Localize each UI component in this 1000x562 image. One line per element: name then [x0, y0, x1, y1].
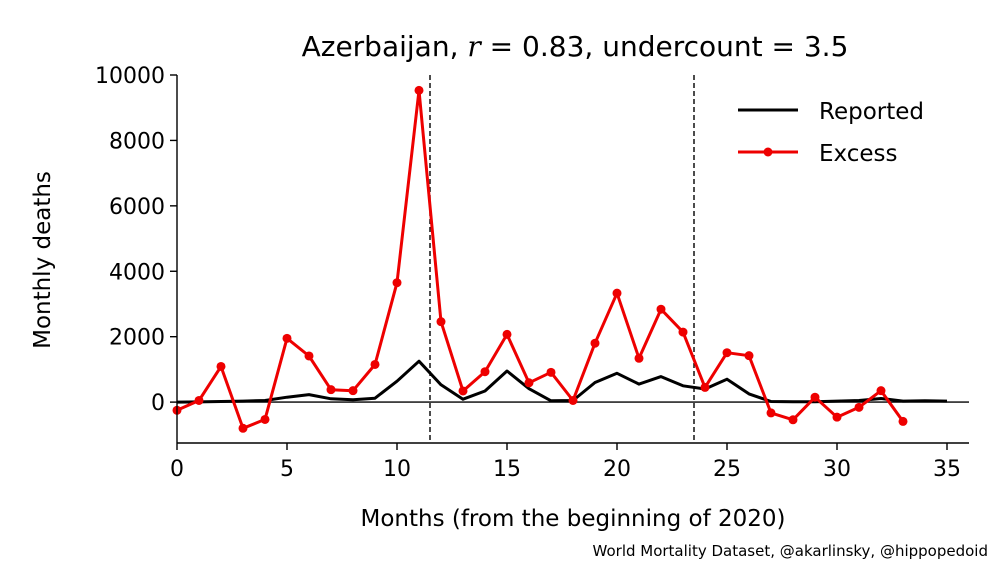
data-point-excess: [436, 317, 446, 327]
legend-reported-label: Reported: [819, 99, 924, 125]
y-tick-label: 10000: [95, 64, 165, 89]
legend-excess-marker: [763, 147, 773, 157]
title-country: Azerbaijan: [302, 30, 450, 63]
data-point-excess: [678, 327, 688, 337]
data-point-excess: [348, 386, 358, 396]
data-point-excess: [392, 278, 402, 288]
data-point-excess: [810, 392, 820, 402]
data-point-excess: [502, 329, 512, 339]
series-line-excess: [176, 88, 905, 430]
y-tick-label: 4000: [109, 260, 165, 285]
data-point-excess: [216, 361, 226, 371]
title-equals: =: [763, 30, 804, 63]
y-axis-label: Monthly deaths: [30, 171, 56, 349]
data-point-excess: [876, 386, 886, 396]
y-tick-label: 0: [151, 391, 165, 416]
title-equals: =: [481, 30, 522, 63]
data-point-excess: [766, 408, 776, 418]
x-axis-label: Months (from the beginning of 2020): [360, 506, 785, 532]
plot-area: [172, 75, 969, 443]
data-point-excess: [370, 359, 380, 369]
x-tick-label: 15: [493, 457, 521, 482]
axes: [170, 74, 969, 450]
data-point-excess: [568, 395, 578, 405]
data-point-excess: [194, 395, 204, 405]
series-line-reported: [176, 359, 948, 404]
data-point-excess: [656, 304, 666, 314]
y-tick-label: 6000: [109, 195, 165, 220]
x-tick-label: 20: [603, 457, 631, 482]
data-point-excess: [634, 353, 644, 363]
data-point-excess: [238, 423, 248, 433]
tick-labels: 0 5 10 15 20 25 30 35 0 2000 4000 6000 8000 10000: [95, 64, 961, 482]
title-r-value: 0.83: [522, 30, 584, 63]
x-tick-label: 0: [170, 457, 184, 482]
data-point-excess: [326, 385, 336, 395]
data-point-excess: [788, 415, 798, 425]
data-point-excess: [282, 333, 292, 343]
title-separator: ,: [584, 30, 602, 63]
data-point-excess: [612, 288, 622, 298]
y-tick-label: 2000: [109, 326, 165, 351]
y-tick-label: 8000: [109, 129, 165, 154]
data-point-excess: [700, 382, 710, 392]
data-point-excess: [832, 412, 842, 422]
data-point-excess: [898, 416, 908, 426]
data-point-excess: [722, 348, 732, 358]
data-point-excess: [480, 367, 490, 377]
legend-excess-label: Excess: [819, 141, 898, 167]
x-tick-label: 10: [383, 457, 411, 482]
x-tick-label: 5: [280, 457, 294, 482]
title-separator: ,: [450, 30, 468, 63]
title-undercount-value: 3.5: [804, 30, 849, 63]
x-tick-label: 35: [933, 457, 961, 482]
data-point-excess: [854, 402, 864, 412]
data-point-excess: [524, 378, 534, 388]
credit-text: World Mortality Dataset, @akarlinsky, @h…: [593, 542, 988, 560]
title-r-symbol: r: [467, 30, 482, 63]
data-point-excess: [590, 338, 600, 348]
data-point-excess: [260, 414, 270, 424]
data-point-excess: [304, 351, 314, 361]
legend: Reported Excess: [738, 99, 924, 167]
x-tick-label: 30: [823, 457, 851, 482]
data-point-excess: [744, 351, 754, 361]
data-point-excess: [546, 367, 556, 377]
x-tick-label: 25: [713, 457, 741, 482]
chart-title: Azerbaijan, r = 0.83, undercount = 3.5: [302, 30, 849, 63]
data-point-excess: [458, 386, 468, 396]
title-undercount-label: undercount: [602, 30, 762, 63]
data-point-excess: [414, 85, 424, 95]
